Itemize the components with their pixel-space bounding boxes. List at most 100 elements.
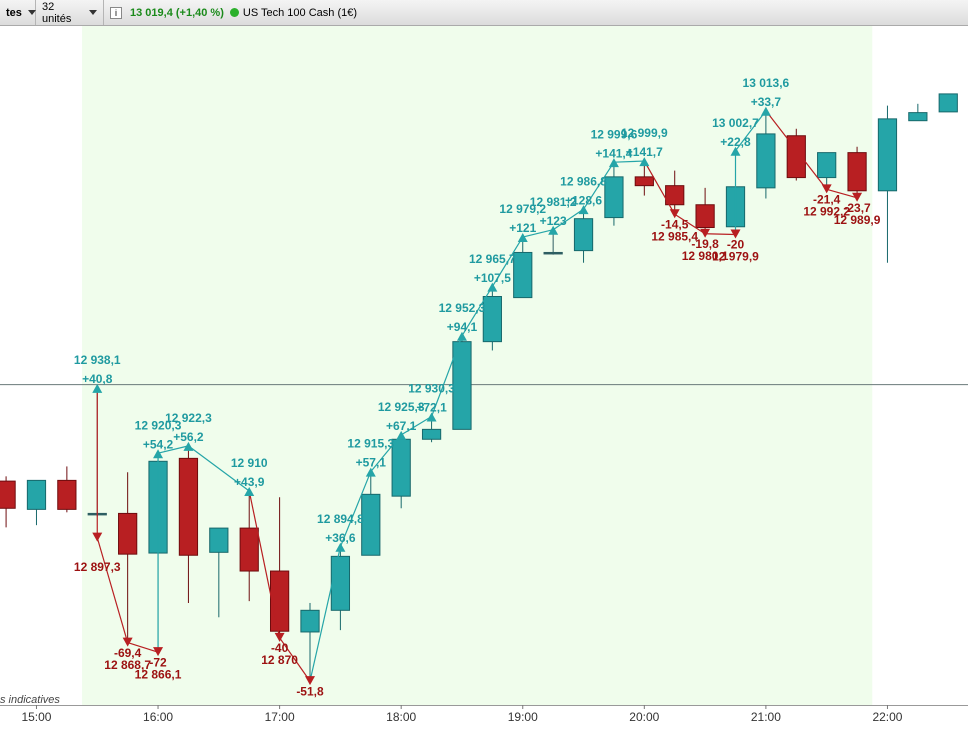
zigzag-marker [578,205,589,215]
zigzag-marker [821,184,832,194]
zigzag-change: -72 [149,655,167,669]
zigzag-segment [248,490,281,638]
zigzag-segment [370,434,402,472]
zigzag-segment [735,110,767,152]
zigzag-segment [705,233,736,236]
zigzag-marker [487,282,498,292]
zigzag-marker [760,106,771,116]
zigzag-marker [153,647,164,657]
zigzag-change: +121 [509,221,536,235]
info-icon[interactable]: i [110,6,122,19]
x-tick-label: 17:00 [265,710,295,724]
zigzag-marker [153,449,164,459]
zigzag-price: 12 980,1 [682,249,729,263]
zigzag-change: -20 [727,238,745,252]
zigzag-price: 13 013,6 [743,76,790,90]
zigzag-segment [583,161,615,210]
x-tick-label: 22:00 [872,710,902,724]
zigzag-price: 12 999,9 [621,126,668,140]
zigzag-marker [335,542,346,552]
zigzag-price: 12 868,7 [104,658,151,672]
zigzag-change: +57,1 [356,456,387,470]
zigzag-marker [669,209,680,219]
x-tick-label: 19:00 [508,710,538,724]
candle-body [421,428,442,440]
candle-body [817,152,837,179]
zigzag-price: 12 985,4 [651,229,698,243]
zigzag-price: 12 979,2 [499,202,546,216]
zigzag-segment [461,286,493,337]
candle-body [452,341,472,430]
zigzag-marker [426,412,437,422]
note: s indicatives [0,694,60,706]
zigzag-segment [491,236,524,287]
zigzag-price: 12 866,1 [135,667,182,681]
zigzag-segment [674,213,706,235]
zigzag-change: +40,8 [82,372,113,386]
zigzag-change: -21,4 [813,192,841,206]
candle-body [908,112,928,122]
candle-body [330,555,351,611]
price: 13 019,4 (+1,40 %) [130,6,224,19]
zigzag-price: 12 897,3 [74,560,121,574]
interval-label: tes [6,6,22,19]
zigzag-marker [274,632,285,642]
zigzag-marker [730,229,741,239]
zigzag-change: +67,1 [386,419,417,433]
zigzag-marker [730,146,741,156]
instrument: US Tech 100 Cash (1€) [242,6,358,19]
zigzag-marker [92,532,103,542]
candle-body [938,93,958,113]
zigzag-marker [122,637,133,647]
zigzag-price: 12 965,7 [469,252,516,266]
zigzag-segment [765,110,828,190]
candle-body [269,570,290,632]
candle-body [756,133,776,189]
zigzag-price: 12 979,9 [712,250,759,264]
candle-body [178,457,199,556]
zigzag-change: -69,4 [114,646,142,660]
candle-body [391,438,411,497]
zigzag-segment [339,471,372,548]
zigzag-price: 13 002,7 [712,116,759,130]
zigzag-marker [396,430,407,440]
zigzag-price: 12 922,3 [165,411,212,425]
zigzag-price: 12 910 [231,456,268,470]
zigzag-marker [700,228,711,238]
candle-body [361,493,381,556]
candle-body [665,185,685,206]
zigzag-marker [456,331,467,341]
zigzag-marker [548,225,559,235]
zigzag-segment [157,445,189,454]
zigzag-segment [522,229,554,238]
candle-body [786,135,806,179]
zigzag-segment [400,416,432,436]
toolbar: tes 32 unités i 13 019,4 (+1,40 %) US Te… [0,0,968,26]
zigzag-segment [279,637,311,682]
zigzag-segment [431,335,463,417]
candle-body [209,527,229,553]
x-tick-label: 15:00 [21,710,51,724]
zigzag-change: +141,4 [595,146,632,160]
zigzag-price: 12 925,3 [378,400,425,414]
zigzag-change: +72,1 [416,401,447,415]
x-tick-label: 16:00 [143,710,173,724]
zigzag-segment [309,546,341,682]
zigzag-marker [365,467,376,477]
units-select[interactable]: 32 unités [36,0,104,25]
candle-body [847,152,867,192]
x-tick-label: 21:00 [751,710,781,724]
candle-body [0,480,16,509]
candle-body [695,204,715,228]
zigzag-change: +141,7 [626,145,663,159]
zigzag-price: 12 986,8 [560,174,607,188]
zigzag-change: +43,9 [234,475,265,489]
zigzag-segment [643,160,676,215]
units-label: 32 unités [42,0,72,25]
zigzag-change: -14,5 [661,217,689,231]
candle-body [57,479,77,510]
candle-body [604,176,624,219]
zigzag-change: +107,5 [474,271,511,285]
x-tick-label: 20:00 [629,710,659,724]
